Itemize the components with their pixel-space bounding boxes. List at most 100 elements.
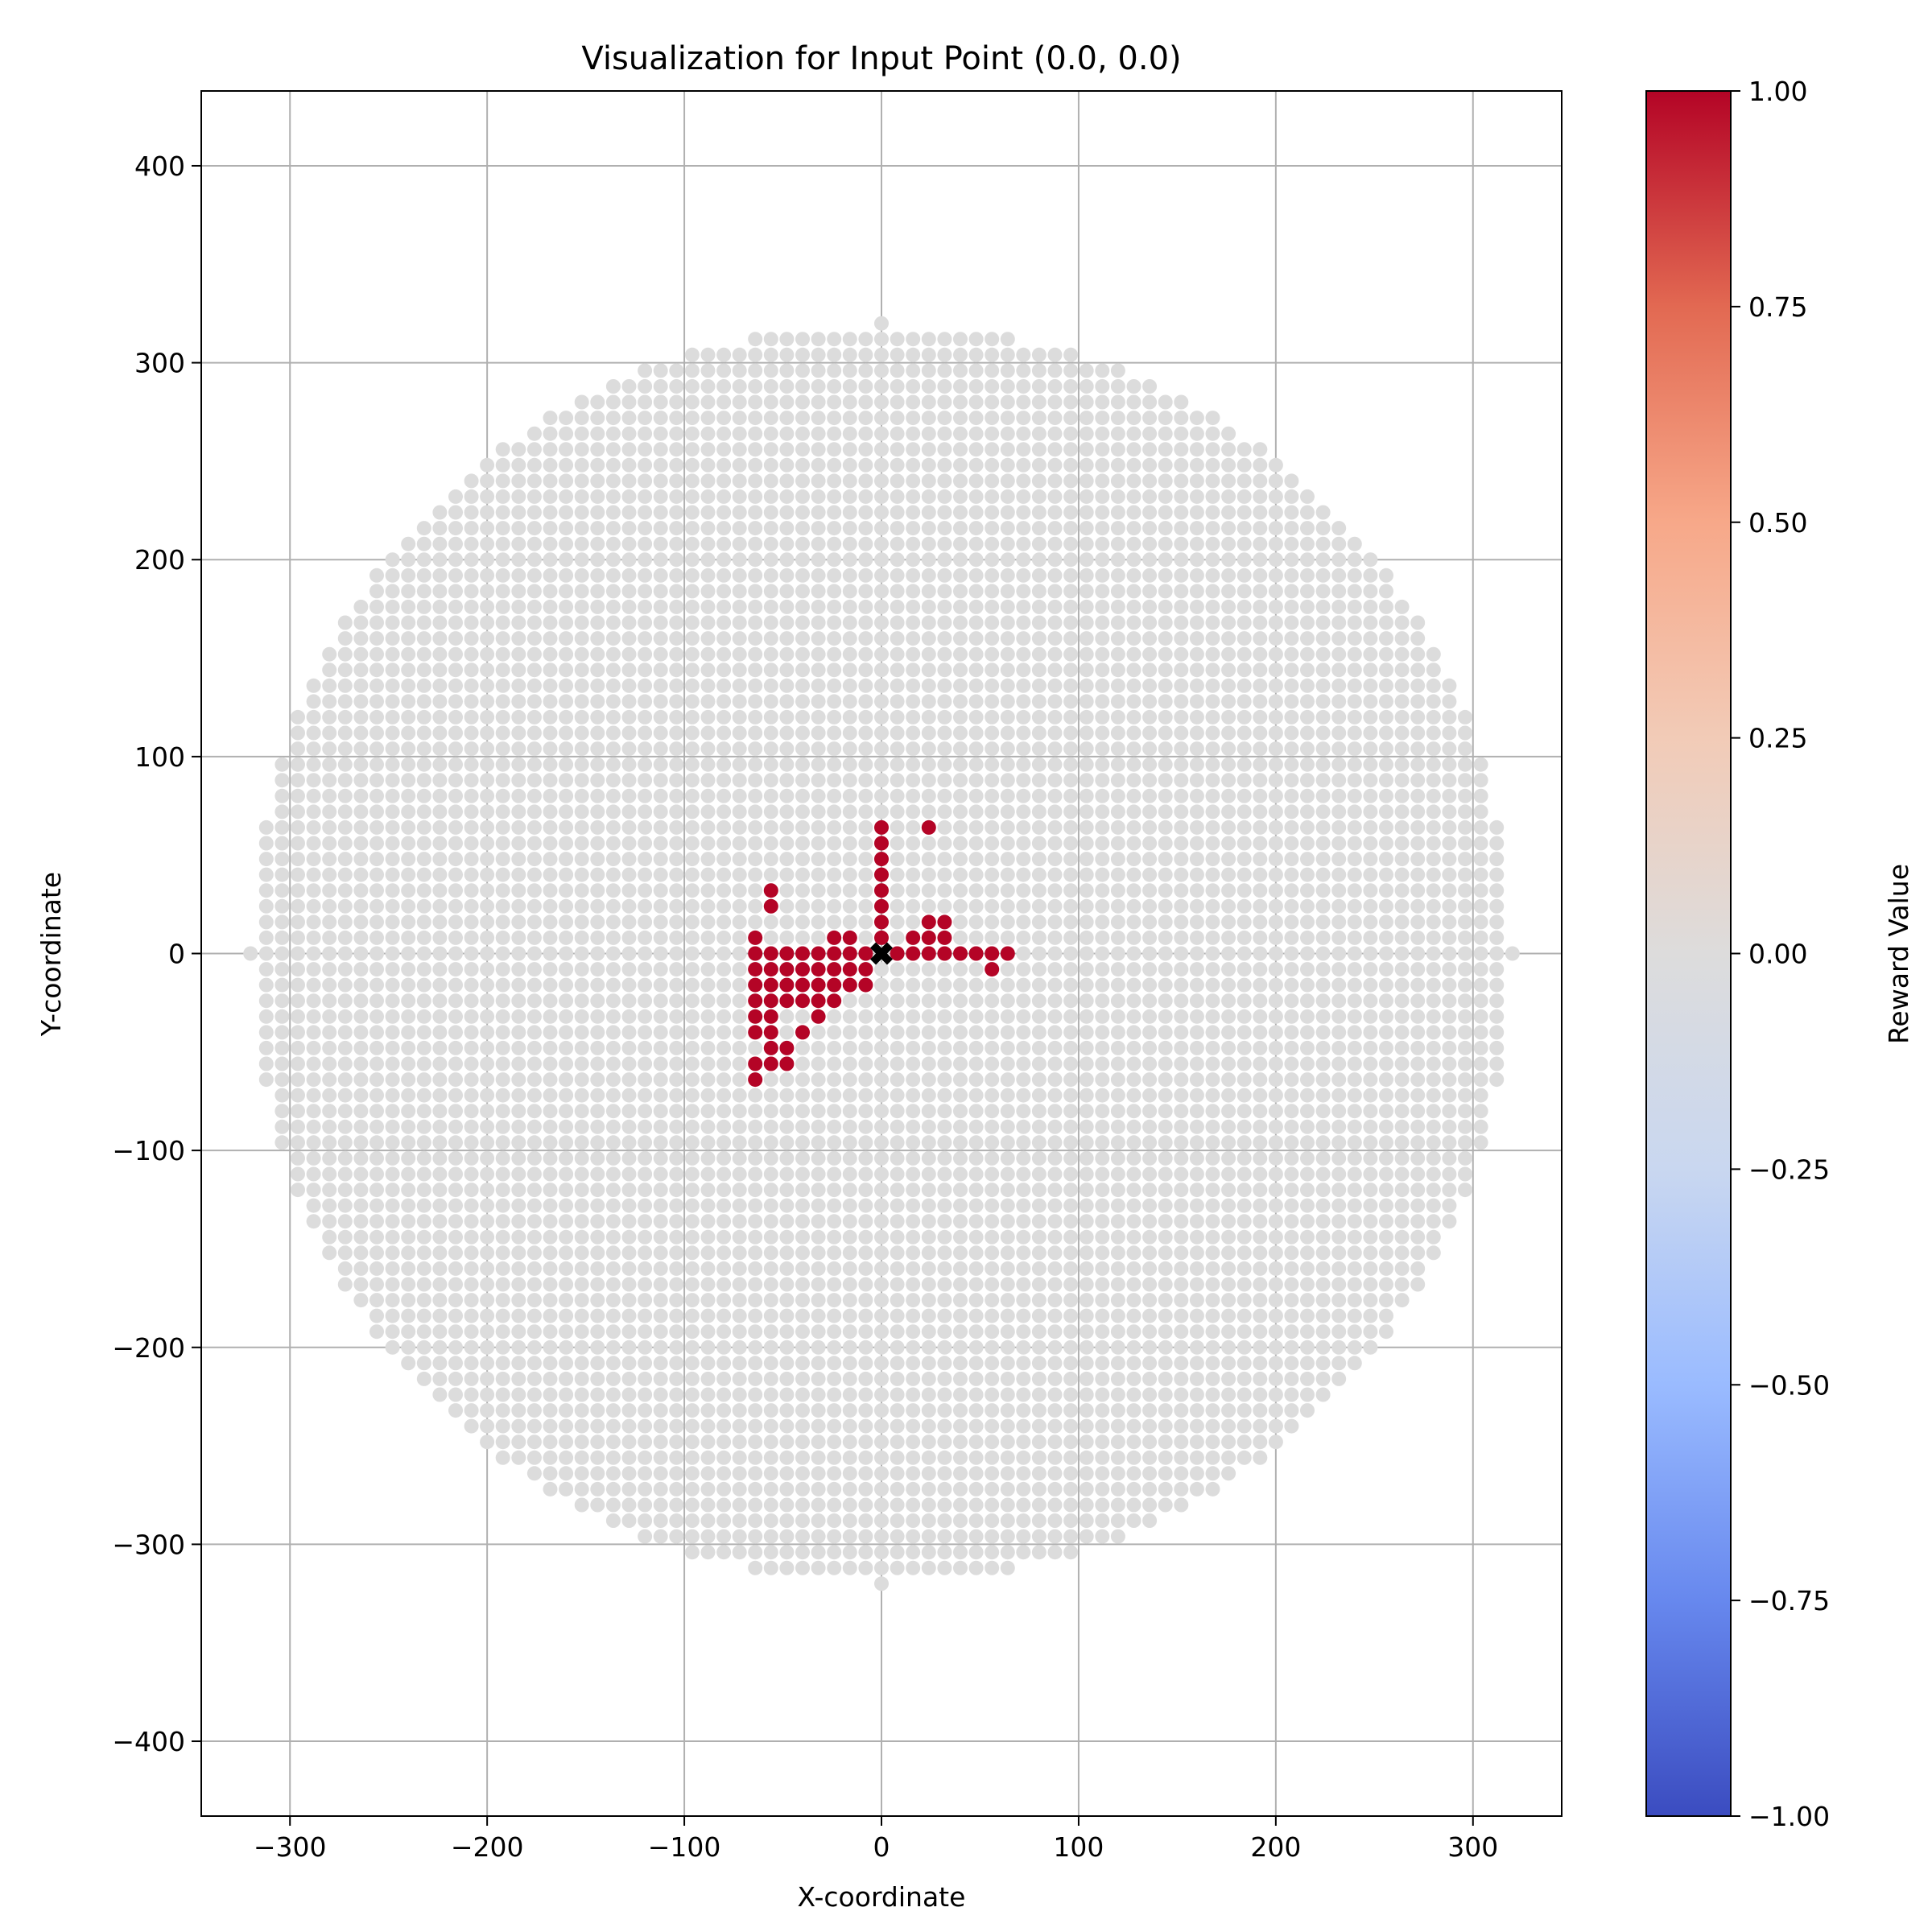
background-point: [1300, 819, 1315, 835]
background-point: [559, 473, 574, 489]
background-point: [337, 1040, 353, 1055]
background-point: [1174, 694, 1189, 709]
background-point: [953, 1387, 968, 1402]
background-point: [1174, 946, 1189, 961]
background-point: [353, 1104, 369, 1119]
background-point: [1221, 473, 1236, 489]
background-point: [432, 1371, 448, 1386]
background-point: [1442, 1025, 1457, 1040]
background-point: [906, 804, 921, 819]
background-point: [1142, 1387, 1158, 1402]
background-point: [669, 867, 684, 882]
background-point: [1189, 521, 1204, 536]
background-point: [700, 1040, 716, 1055]
background-point: [526, 1183, 542, 1198]
background-point: [1110, 1418, 1125, 1434]
background-point: [464, 993, 479, 1009]
background-point: [1110, 1198, 1125, 1213]
background-point: [811, 1371, 826, 1386]
background-point: [480, 1119, 495, 1134]
background-point: [1016, 1040, 1031, 1055]
background-point: [1063, 883, 1079, 898]
background-point: [968, 1025, 984, 1040]
background-point: [890, 1150, 905, 1166]
background-point: [779, 1340, 795, 1355]
background-point: [401, 741, 416, 757]
background-point: [480, 1340, 495, 1355]
background-point: [1300, 788, 1315, 803]
background-point: [921, 1435, 936, 1450]
background-point: [779, 1435, 795, 1450]
background-point: [890, 804, 905, 819]
background-point: [1095, 646, 1110, 662]
background-point: [1379, 819, 1393, 835]
background-point: [890, 646, 905, 662]
background-point: [653, 505, 668, 520]
background-point: [732, 457, 747, 473]
background-point: [621, 819, 637, 835]
background-point: [1047, 426, 1063, 441]
background-point: [763, 521, 778, 536]
background-point: [1221, 709, 1236, 724]
background-point: [559, 599, 574, 614]
background-point: [874, 1150, 889, 1166]
background-point: [858, 1040, 873, 1055]
background-point: [1126, 457, 1141, 473]
background-point: [748, 867, 763, 882]
background-point: [369, 1150, 384, 1166]
background-point: [559, 852, 574, 867]
background-point: [1268, 1198, 1283, 1213]
background-point: [921, 852, 936, 867]
background-point: [1031, 1529, 1046, 1544]
background-point: [1174, 1308, 1189, 1323]
background-point: [716, 1340, 732, 1355]
background-point: [1095, 709, 1110, 724]
background-point: [953, 1229, 968, 1245]
background-point: [605, 411, 621, 426]
background-point: [684, 1040, 700, 1055]
background-point: [906, 332, 921, 347]
background-point: [937, 536, 952, 551]
background-point: [1394, 1198, 1410, 1213]
background-point: [842, 1545, 857, 1560]
background-point: [1347, 646, 1362, 662]
background-point: [748, 1229, 763, 1245]
background-point: [953, 646, 968, 662]
background-point: [1205, 1104, 1220, 1119]
background-point: [1253, 1166, 1268, 1182]
background-point: [1331, 1214, 1347, 1229]
background-point: [448, 1277, 463, 1292]
background-point: [1174, 1261, 1189, 1276]
background-point: [1221, 694, 1236, 709]
background-point: [937, 663, 952, 678]
background-point: [526, 1371, 542, 1386]
background-point: [1363, 836, 1378, 851]
background-point: [1110, 836, 1125, 851]
background-point: [480, 646, 495, 662]
background-point: [1142, 379, 1158, 394]
background-point: [511, 725, 526, 741]
background-point: [684, 1418, 700, 1434]
background-point: [700, 1435, 716, 1450]
background-point: [1142, 977, 1158, 993]
background-point: [653, 1009, 668, 1024]
background-point: [605, 1308, 621, 1323]
background-point: [464, 694, 479, 709]
background-point: [369, 1135, 384, 1150]
background-point: [700, 1356, 716, 1371]
background-point: [842, 694, 857, 709]
background-point: [937, 332, 952, 347]
background-point: [1236, 457, 1252, 473]
background-point: [827, 1324, 842, 1340]
background-point: [1379, 1150, 1393, 1166]
background-point: [1284, 615, 1299, 630]
background-point: [574, 426, 589, 441]
background-point: [890, 1340, 905, 1355]
background-point: [574, 1245, 589, 1261]
background-point: [1236, 489, 1252, 504]
background-point: [1363, 1056, 1378, 1071]
background-point: [732, 1245, 747, 1261]
background-point: [448, 1166, 463, 1182]
background-point: [811, 1166, 826, 1182]
background-point: [748, 1214, 763, 1229]
